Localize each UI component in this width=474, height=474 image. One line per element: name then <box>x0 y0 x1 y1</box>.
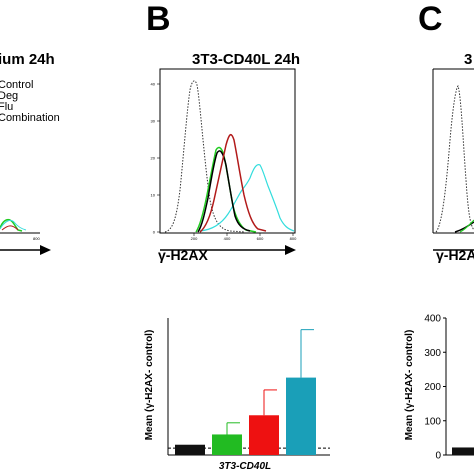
panel-letter-b: B <box>146 0 171 38</box>
middle-x-tick-label: 400 <box>224 236 231 241</box>
panel-letter-c: C <box>418 0 443 38</box>
middle-y-ticks: 40 30 20 10 0 <box>151 82 160 235</box>
right-histogram <box>432 68 474 251</box>
middle-bars <box>175 329 316 455</box>
bar-deg <box>212 434 242 455</box>
legend-item-combination: Combination <box>0 112 60 124</box>
left-panel-title: ium 24h <box>0 51 55 68</box>
series-control <box>197 150 251 233</box>
middle-x-tick-label: 600 <box>257 236 264 241</box>
left-series-flu <box>1 225 19 231</box>
left-x-tick-label: 800 <box>33 236 40 241</box>
middle-bar-ylabel: Mean (γ-H2AX- control) <box>144 330 155 441</box>
middle-histogram-xlabel: γ-H2AX <box>158 247 208 263</box>
right-bar-control <box>452 447 474 455</box>
right-y-tick-label: 300 <box>424 348 441 359</box>
middle-y-tick-label: 10 <box>151 193 156 198</box>
middle-histogram: 40 30 20 10 0 200 400 600 800 <box>151 68 297 255</box>
middle-x-tick-label: 200 <box>191 236 198 241</box>
legend-item-flu: Flu <box>0 101 14 113</box>
series-combination <box>199 164 295 232</box>
middle-bar-chart: Mean (γ-H2AX- control) 3T3-CD40L <box>144 318 330 472</box>
left-series-combination <box>0 219 27 231</box>
right-panel-title: 3 <box>464 51 473 68</box>
series-isotype-dotted <box>164 80 246 233</box>
bar-control <box>175 444 205 455</box>
middle-panel-title: 3T3-CD40L 24h <box>192 51 301 68</box>
right-series-control <box>454 221 474 233</box>
right-bar-chart: Mean (γ-H2AX- control) 400 300 200 100 0 <box>404 314 474 462</box>
legend: Control Deg Flu Combination <box>0 80 60 124</box>
right-y-tick-label: 200 <box>424 382 441 393</box>
middle-y-tick-label: 40 <box>151 82 156 87</box>
left-arrow-head <box>40 245 51 255</box>
left-histogram: 800 <box>0 218 51 255</box>
middle-y-tick-label: 30 <box>151 119 156 124</box>
right-bars <box>452 447 474 455</box>
middle-histogram-frame <box>159 68 296 234</box>
right-y-tick-label: 0 <box>435 451 441 462</box>
right-y-tick-label: 400 <box>424 314 441 325</box>
bar-combination <box>286 377 316 455</box>
middle-x-tick-label: 800 <box>290 236 297 241</box>
bar-flu <box>249 415 279 455</box>
right-y-tick-label: 100 <box>424 416 441 427</box>
series-flu <box>199 133 267 233</box>
right-bar-y-ticks: 400 300 200 100 0 <box>424 314 446 462</box>
legend-item-control: Control <box>0 79 34 91</box>
middle-y-tick-label: 20 <box>151 156 156 161</box>
middle-arrow-head <box>285 245 296 255</box>
left-series-deg <box>0 218 23 232</box>
middle-y-tick-label: 0 <box>153 230 156 235</box>
legend-item-deg: Deg <box>0 90 19 102</box>
right-series-isotype <box>435 85 474 233</box>
right-histogram-xlabel: γ-H2A <box>436 247 474 263</box>
right-bar-ylabel: Mean (γ-H2AX- control) <box>404 330 415 441</box>
middle-x-ticks: 200 400 600 800 <box>191 233 297 241</box>
middle-bar-xlabel: 3T3-CD40L <box>219 461 271 472</box>
right-series-deg <box>459 219 474 233</box>
